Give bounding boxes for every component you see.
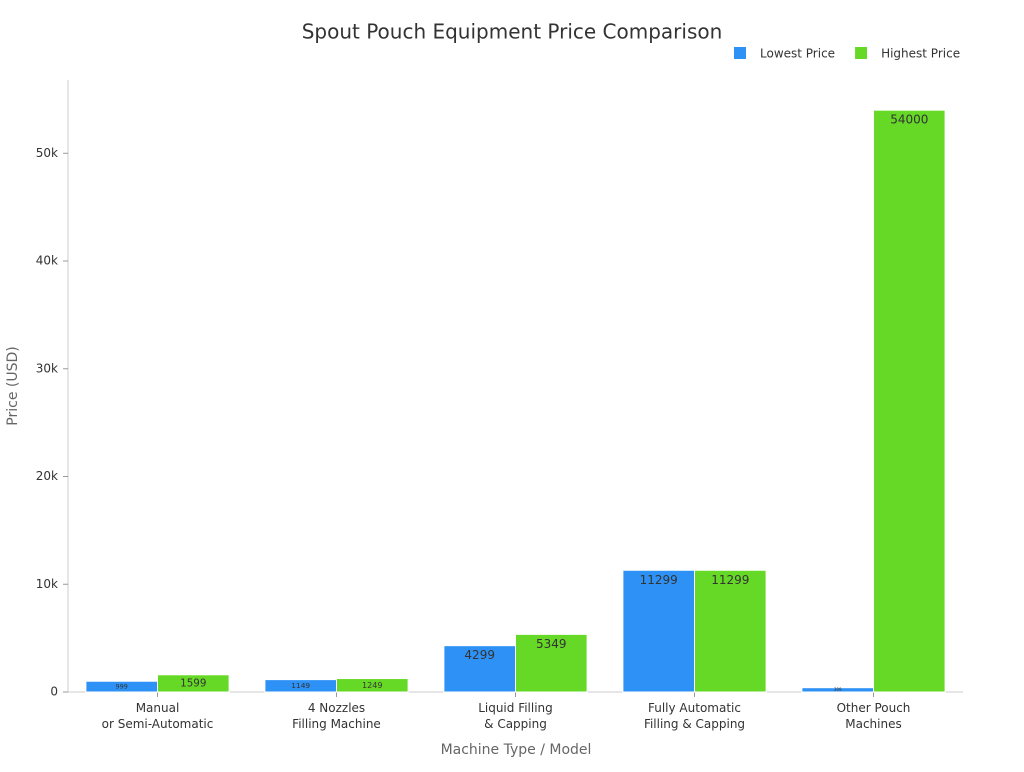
legend-label: Lowest Price	[760, 47, 835, 61]
y-axis-label: Price (USD)	[5, 346, 21, 425]
bar	[157, 674, 230, 693]
x-tick-label: 4 Nozzles Filling Machine	[292, 701, 381, 731]
data-label: 1149	[291, 681, 310, 690]
data-label: 399	[834, 687, 842, 692]
data-label: 11299	[640, 573, 678, 587]
y-tick-label: 40k	[36, 254, 58, 268]
bar	[694, 569, 767, 693]
chart-title: Spout Pouch Equipment Price Comparison	[302, 20, 723, 44]
legend-swatch	[734, 47, 746, 59]
y-tick-label: 0	[50, 685, 58, 699]
data-label: 54000	[890, 113, 928, 127]
x-axis-label: Machine Type / Model	[441, 742, 592, 758]
bar	[336, 678, 409, 693]
data-label: 1599	[180, 677, 206, 689]
data-label: 4299	[464, 648, 495, 662]
x-tick-label: Liquid Filling & Capping	[478, 701, 553, 731]
y-tick-label: 10k	[36, 577, 58, 591]
x-tick-label: Other Pouch Machines	[837, 701, 911, 731]
data-label: 11299	[711, 573, 749, 587]
y-tick-label: 30k	[36, 361, 58, 375]
y-tick-label: 20k	[36, 469, 58, 483]
legend-label: Highest Price	[881, 47, 960, 61]
bar	[873, 109, 946, 693]
x-tick-label: Manual or Semi-Automatic	[102, 701, 214, 731]
data-label: 1249	[362, 681, 383, 690]
data-label: 5349	[536, 637, 567, 651]
x-tick-label: Fully Automatic Filling & Capping	[644, 701, 745, 731]
y-tick-label: 50k	[36, 146, 58, 160]
bar	[443, 645, 516, 693]
legend-swatch	[855, 47, 868, 59]
bar	[515, 633, 588, 693]
data-label: 999	[116, 683, 128, 691]
bar	[622, 569, 696, 693]
